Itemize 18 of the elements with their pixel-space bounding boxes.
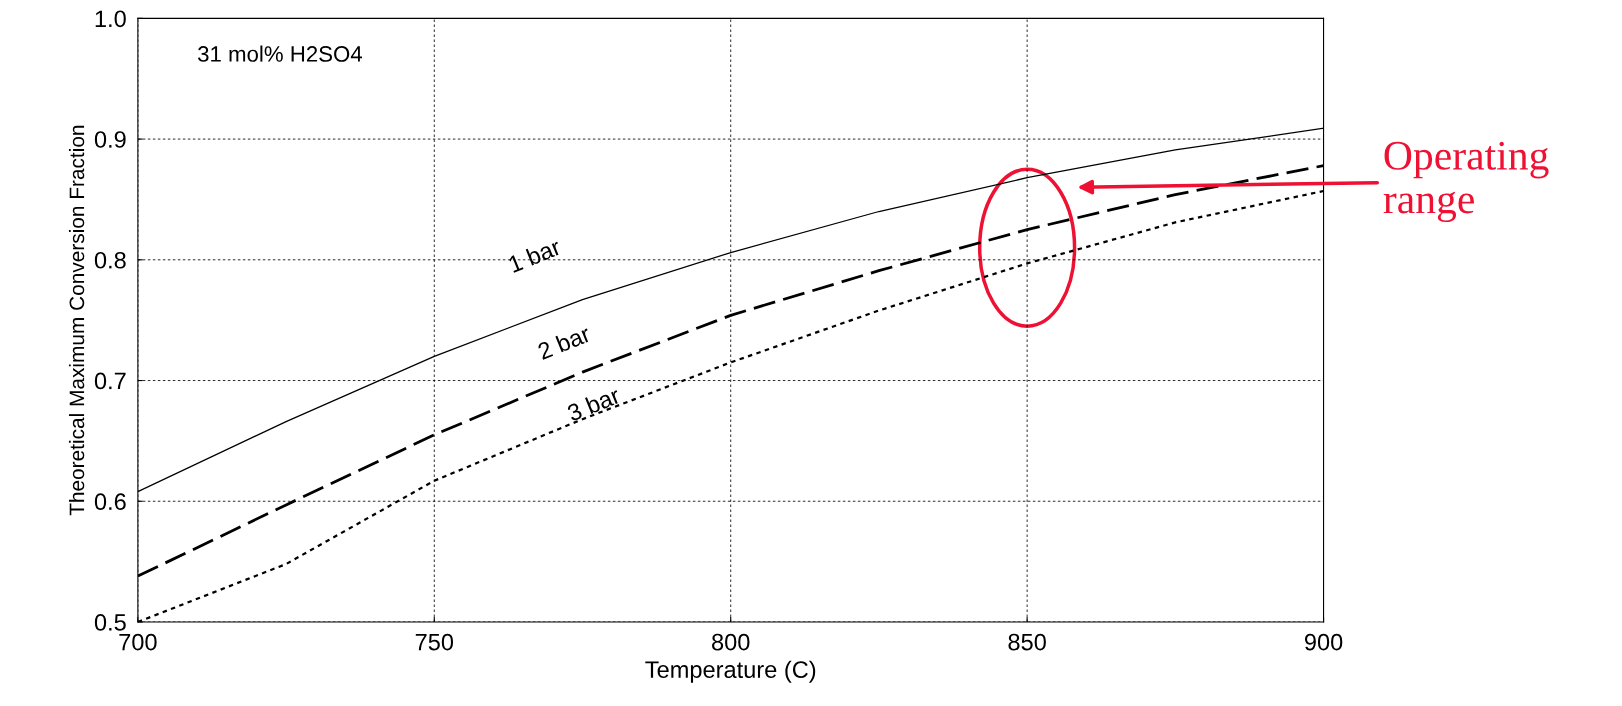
x-tick-label: 700 [119,633,157,651]
y-tick-label: 0.9 [94,131,126,148]
x-tick-label: 750 [415,633,454,651]
text: 3 bar [566,385,622,422]
text: Operating range [1383,141,1549,223]
y-tick-label: 1.0 [95,10,126,28]
text: 1 bar [507,237,563,273]
y-tick-label: 0.5 [94,614,126,631]
y-tick-label: 0.8 [94,251,126,269]
x-axis-title: Temperature (C) [645,660,816,683]
x-tick-label: 850 [1008,633,1046,651]
text: 2 bar [536,324,592,361]
y-axis-title: Theoretical Maximum Conversion Fraction [68,125,85,516]
x-tick-label: 800 [712,633,750,651]
y-tick-label: 0.6 [94,493,126,511]
y-tick-label: 0.7 [94,372,126,390]
x-tick-label: 900 [1304,633,1343,651]
annotation: 31 mol% H2SO4 [198,45,363,62]
